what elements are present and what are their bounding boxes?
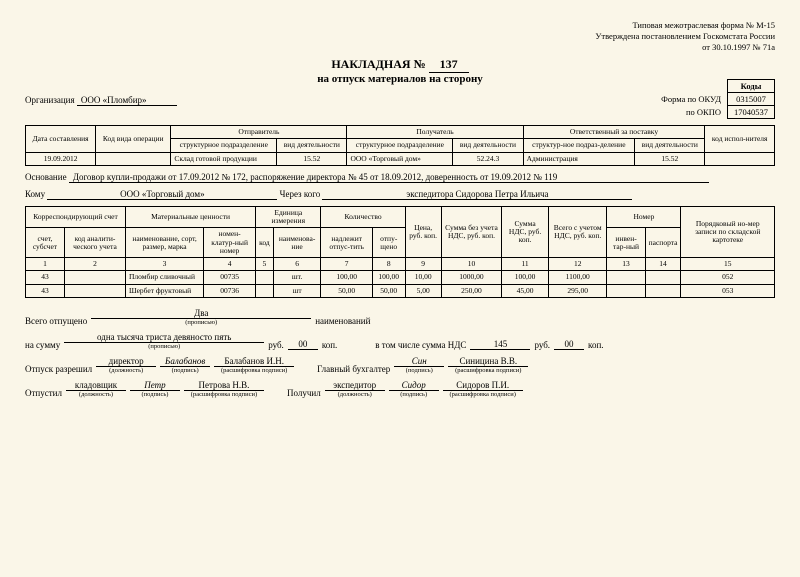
kop-label: коп. [322,340,337,350]
codes-head: Коды [728,80,775,93]
header-table: Дата составления Код вида операции Отпра… [25,125,775,166]
t2-mat-grp: Материальные ценности [126,206,256,228]
t2-nds-h: Сумма НДС, руб. коп. [502,206,549,257]
t1-resp-act: 15.52 [635,152,705,165]
t1-s-act-h: вид деятельности [277,139,347,152]
basis-label: Основание [25,172,67,182]
received-label: Получил [287,388,321,398]
total-unit: наименований [315,316,370,326]
t2-price-h: Цена, руб. коп. [405,206,441,257]
t1-resp-struct: Администрация [523,152,635,165]
nds-val: 145 [470,339,530,350]
t2-acc1: счет, субсчет [26,228,65,258]
t2-mat1: наименование, сорт, размер, марка [126,228,204,258]
t1-s-struct-h: структурное подразделение [171,139,277,152]
okpo-value: 17040537 [728,106,775,119]
pol-name: Сидоров П.И. [443,380,523,391]
form-line3: от 30.10.1997 № 71а [25,42,775,53]
org-value: ООО «Пломбир» [77,95,177,106]
release-approved-label: Отпуск разрешил [25,364,92,374]
t1-resp-struct-h: структур-ное подраз-деление [523,139,635,152]
otp-sig: Петр [130,380,180,391]
t2-num1: инвен-тар-ный [607,228,645,258]
t1-date-h: Дата составления [26,126,96,153]
razr-pos: директор [96,356,156,367]
thru-value: экспедитора Сидорова Петра Ильича [322,189,632,200]
t1-op-h: Код вида операции [96,126,171,153]
t2-qty1: надлежит отпус-тить [321,228,372,258]
t1-r-struct-h: структурное подразделение [347,139,453,152]
chief-acc-label: Главный бухгалтер [317,364,390,374]
okpo-label: по ОКПО [655,106,727,119]
kop-val: 00 [288,339,318,350]
pol-sig: Сидор [389,380,439,391]
t1-sender-h: Отправитель [171,126,347,139]
t2-unit2: наименова-ние [273,228,321,258]
form-line2: Утверждена постановлением Госкомстата Ро… [25,31,775,42]
t2-unit-grp: Единица измерения [256,206,321,228]
t2-acc2: код аналити-ческого учета [64,228,125,258]
codes-table: Коды Форма по ОКУД0315007 по ОКПО1704053… [655,79,775,119]
okud-label: Форма по ОКУД [655,93,727,106]
otp-pos: кладовщик [66,380,126,391]
otp-name: Петрова Н.В. [184,380,264,391]
t1-r-act: 52.24.3 [453,152,523,165]
t1-s-act: 15.52 [277,152,347,165]
gb-sig: Син [394,356,444,367]
table-row: 43 Шербет фруктовый00736 шт 50,0050,00 5… [26,284,775,297]
t2-acc-grp: Корреспондирующий счет [26,206,126,228]
total-label: Всего отпущено [25,316,87,326]
t1-date: 19.09.2012 [26,152,96,165]
t2-unit1: код [256,228,274,258]
form-meta: Типовая межотраслевая форма № М-15 Утвер… [25,20,775,53]
table-row: 43 Пломбир сливочный00735 шт. 100,00100,… [26,271,775,284]
nds-label: в том числе сумма НДС [375,340,466,350]
propis-hint: (прописью) [91,319,311,326]
t1-r-struct: ООО «Торговый дом» [347,152,453,165]
pol-pos: экспедитор [325,380,385,391]
gb-name: Синицина В.В. [448,356,528,367]
form-line1: Типовая межотраслевая форма № М-15 [25,20,775,31]
footer: Всего отпущено Два (прописью) наименован… [25,308,775,398]
t2-num-grp: Номер [607,206,681,228]
t1-exec [705,152,775,165]
t2-qty-grp: Количество [321,206,405,228]
to-label: Кому [25,189,45,199]
released-label: Отпустил [25,388,62,398]
okud-value: 0315007 [728,93,775,106]
t1-receiver-h: Получатель [347,126,523,139]
basis-value: Договор купли-продажи от 17.09.2012 № 17… [69,172,709,183]
t1-op [96,152,171,165]
t2-ord-h: Порядковый но-мер записи по складской ка… [681,206,775,257]
rub-label: руб. [268,340,284,350]
t2-qty2: отпу-щено [372,228,405,258]
basis-row: Основание Договор купли-продажи от 17.09… [25,172,775,183]
to-value: ООО «Торговый дом» [47,189,277,200]
items-table: Корреспондирующий счет Материальные ценн… [25,206,775,298]
t1-s-struct: Склад готовой продукции [171,152,277,165]
t2-sumno-h: Сумма без учета НДС, руб. коп. [441,206,502,257]
t2-mat2: номен-клатур-ный номер [204,228,256,258]
index-row: 12 34 56 78 910 1112 1314 15 [26,258,775,271]
t2-total-h: Всего с учетом НДС, руб. коп. [548,206,607,257]
t1-resp-act-h: вид деятельности [635,139,705,152]
t1-r-act-h: вид деятельности [453,139,523,152]
to-row: Кому ООО «Торговый дом» Через кого экспе… [25,189,775,200]
thru-label: Через кого [280,189,321,199]
t1-resp-h: Ответственный за поставку [523,126,705,139]
title-prefix: НАКЛАДНАЯ № [331,57,425,71]
t1-exec-h: код испол-нителя [705,126,775,153]
sum-words: одна тысяча триста девяносто пять [64,332,264,343]
razr-sig: Балабанов [160,356,210,367]
title-number: 137 [429,57,469,73]
razr-name: Балабанов И.Н. [214,356,294,367]
total-words: Два [91,308,311,319]
sum-label: на сумму [25,340,60,350]
org-label: Организация [25,95,75,105]
t2-num2: паспорта [645,228,681,258]
